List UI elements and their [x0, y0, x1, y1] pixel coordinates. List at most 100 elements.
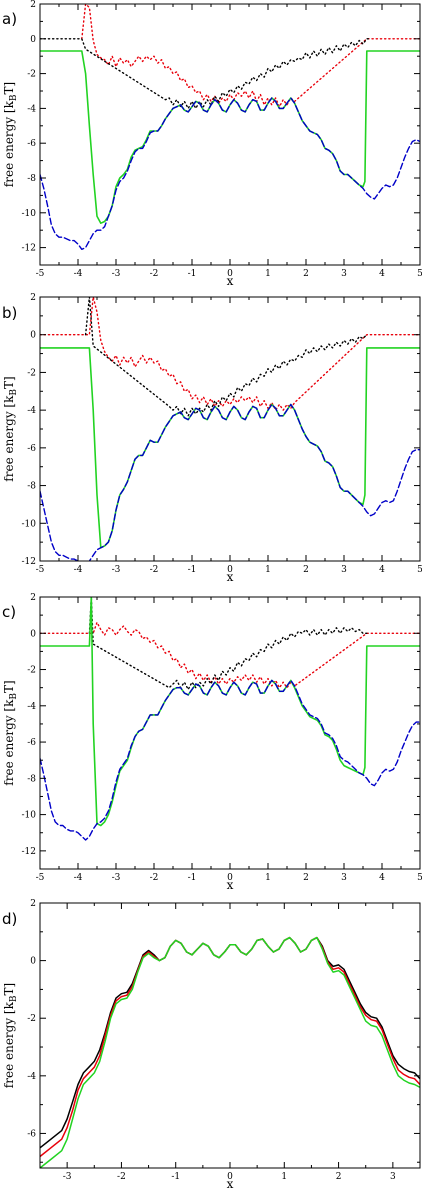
series-line-green [40, 347, 420, 549]
x-tick-label: 2 [336, 1172, 342, 1182]
y-tick-label: -8 [27, 774, 36, 784]
x-tick-label: 4 [379, 873, 385, 883]
plot-frame [39, 296, 421, 562]
x-tick-label: -5 [36, 269, 45, 279]
x-tick-label: -4 [74, 873, 83, 883]
x-tick-label: -1 [188, 565, 197, 575]
x-tick-label: -2 [150, 565, 159, 575]
panel-label: c) [2, 603, 16, 621]
y-tick-label: -4 [27, 1072, 36, 1082]
y-tick-label: -6 [27, 738, 36, 748]
x-tick-label: -2 [150, 873, 159, 883]
y-tick-label: 2 [30, 0, 36, 10]
x-axis-label: x [227, 570, 234, 584]
series-line-green [40, 597, 420, 827]
y-tick-label: -12 [22, 557, 37, 567]
x-tick-label: 5 [417, 269, 422, 279]
y-tick-label: -4 [27, 406, 36, 416]
chart-panel-d: -3 -2 -1 0 1 2 3 -6 -4 -2 0 2 x free energy [kBT] d) [2, 899, 421, 1189]
panel-label: b) [2, 304, 17, 322]
series-line-red [40, 936, 420, 1158]
series-line-green [40, 50, 420, 224]
x-tick-label: -1 [188, 873, 197, 883]
y-axis-label: free energy [kBT] [2, 983, 19, 1088]
series-line-blue [40, 403, 420, 561]
x-tick-label: 3 [341, 269, 347, 279]
x-tick-label: 0 [227, 873, 233, 883]
x-tick-label: 1 [265, 269, 271, 279]
x-tick-label: -1 [171, 1172, 180, 1182]
y-axis-label: free energy [kBT] [2, 680, 19, 785]
y-tick-label: -8 [27, 482, 36, 492]
x-tick-label: -3 [112, 565, 121, 575]
x-tick-label: 3 [341, 565, 347, 575]
x-tick-label: -3 [112, 873, 121, 883]
y-tick-label: -10 [22, 811, 37, 821]
x-tick-label: 2 [303, 269, 309, 279]
panel-label: a) [2, 10, 17, 28]
series-line-green [40, 936, 420, 1168]
series-line-blue [40, 97, 420, 251]
y-tick-label: -8 [27, 174, 36, 184]
x-tick-label: -5 [36, 873, 45, 883]
series-line-red [40, 297, 420, 411]
x-tick-label: -3 [112, 269, 121, 279]
series-line-black [84, 297, 368, 417]
series-group [40, 4, 420, 251]
x-tick-label: 3 [341, 873, 347, 883]
y-tick-label: -2 [27, 70, 36, 80]
y-tick-label: -10 [22, 209, 37, 219]
x-tick-label: 1 [265, 873, 271, 883]
y-tick-label: -4 [27, 702, 36, 712]
y-tick-label: -4 [27, 104, 36, 114]
x-tick-label: 1 [281, 1172, 287, 1182]
x-tick-label: 5 [417, 565, 422, 575]
x-tick-label: -2 [117, 1172, 126, 1182]
x-tick-label: 0 [227, 565, 233, 575]
panel-label: d) [2, 910, 17, 928]
y-tick-label: 2 [30, 293, 36, 303]
y-tick-label: -2 [27, 666, 36, 676]
x-tick-label: -1 [188, 269, 197, 279]
y-tick-label: 2 [30, 899, 36, 909]
x-tick-label: -4 [74, 269, 83, 279]
y-tick-label: 0 [30, 35, 36, 45]
x-tick-label: 2 [303, 565, 309, 575]
series-line-black [40, 936, 420, 1149]
series-line-red [81, 4, 420, 108]
y-axis-label: free energy [kBT] [2, 82, 19, 187]
x-tick-label: 5 [417, 873, 422, 883]
y-tick-label: -6 [27, 139, 36, 149]
y-tick-label: -12 [22, 244, 37, 254]
x-tick-label: -5 [36, 565, 45, 575]
y-tick-label: -10 [22, 519, 37, 529]
x-tick-label: 3 [390, 1172, 396, 1182]
y-tick-label: -12 [22, 847, 37, 857]
y-tick-label: -6 [27, 444, 36, 454]
x-tick-label: 4 [379, 269, 385, 279]
x-tick-label: 0 [227, 1172, 233, 1182]
x-tick-label: 4 [379, 565, 385, 575]
plot-frame [39, 596, 421, 870]
series-line-blue [40, 679, 420, 841]
x-axis-label: x [227, 274, 234, 288]
y-tick-label: 0 [30, 957, 36, 967]
x-tick-label: 0 [227, 269, 233, 279]
series-group [40, 597, 420, 841]
y-axis-label: free energy [kBT] [2, 376, 19, 481]
series-line-black [40, 38, 372, 110]
x-axis-label: x [227, 878, 234, 892]
series-line-black [88, 597, 368, 691]
x-tick-label: 2 [303, 873, 309, 883]
y-tick-label: 2 [30, 593, 36, 603]
x-tick-label: -2 [150, 269, 159, 279]
y-tick-label: -2 [27, 1014, 36, 1024]
y-tick-label: -6 [27, 1129, 36, 1139]
y-tick-label: 0 [30, 629, 36, 639]
plot-frame [39, 902, 421, 1169]
x-tick-label: 1 [265, 565, 271, 575]
series-group [40, 936, 420, 1168]
